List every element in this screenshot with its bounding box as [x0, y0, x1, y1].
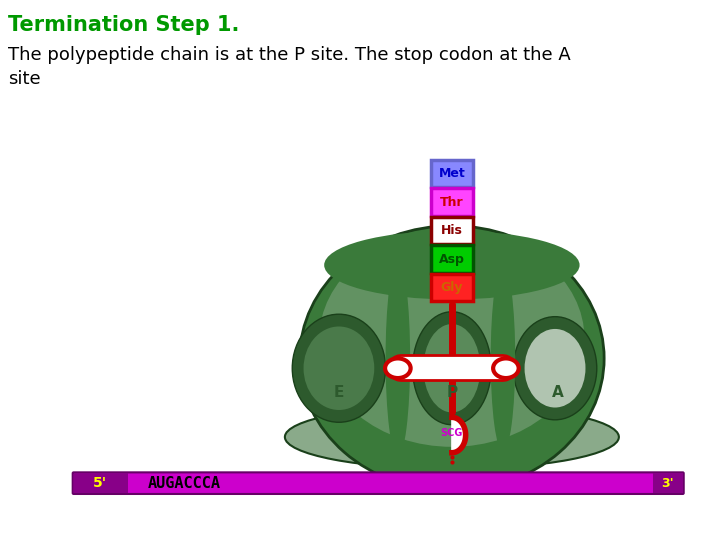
Ellipse shape	[525, 329, 585, 408]
FancyBboxPatch shape	[431, 246, 472, 273]
Text: E: E	[334, 386, 344, 400]
Text: A: A	[552, 386, 564, 400]
Text: P: P	[446, 386, 457, 400]
Text: SCG: SCG	[441, 428, 463, 438]
Ellipse shape	[513, 316, 597, 420]
Ellipse shape	[413, 312, 491, 425]
Text: The polypeptide chain is at the P site. The stop codon at the A
site: The polypeptide chain is at the P site. …	[8, 46, 571, 87]
FancyBboxPatch shape	[653, 474, 683, 493]
Ellipse shape	[324, 231, 580, 300]
Text: His: His	[441, 224, 463, 237]
FancyBboxPatch shape	[431, 274, 472, 301]
FancyBboxPatch shape	[73, 472, 684, 494]
Polygon shape	[452, 417, 466, 453]
Ellipse shape	[304, 327, 374, 410]
Ellipse shape	[423, 324, 480, 413]
FancyBboxPatch shape	[431, 217, 472, 245]
Ellipse shape	[292, 314, 386, 422]
Text: AUGACCCA: AUGACCCA	[148, 476, 220, 491]
Ellipse shape	[491, 265, 516, 452]
Text: 3': 3'	[662, 477, 675, 490]
Ellipse shape	[319, 231, 585, 447]
Ellipse shape	[386, 260, 410, 457]
Ellipse shape	[285, 405, 619, 469]
FancyBboxPatch shape	[431, 160, 472, 187]
Ellipse shape	[493, 359, 518, 378]
Text: Thr: Thr	[440, 195, 464, 209]
Ellipse shape	[300, 226, 604, 491]
Text: Asp: Asp	[439, 253, 465, 266]
Ellipse shape	[385, 359, 410, 378]
FancyBboxPatch shape	[73, 474, 127, 493]
Text: 5': 5'	[93, 476, 107, 490]
Text: Met: Met	[438, 167, 465, 180]
Text: Termination Step 1.: Termination Step 1.	[8, 15, 239, 35]
Text: Gly: Gly	[441, 281, 463, 294]
FancyBboxPatch shape	[431, 188, 472, 216]
